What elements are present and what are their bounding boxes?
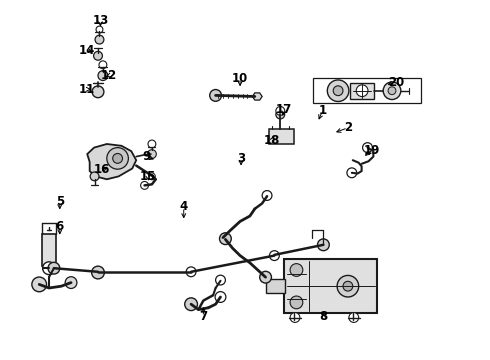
Text: 4: 4 — [180, 201, 188, 213]
Circle shape — [356, 85, 368, 96]
Circle shape — [343, 281, 353, 291]
Text: 12: 12 — [100, 69, 117, 82]
Text: 13: 13 — [92, 14, 109, 27]
Circle shape — [148, 140, 156, 148]
Circle shape — [96, 26, 103, 33]
Circle shape — [363, 143, 372, 153]
Text: 9: 9 — [142, 150, 150, 163]
Text: 7: 7 — [199, 310, 207, 323]
Circle shape — [290, 312, 300, 323]
Circle shape — [276, 107, 285, 115]
Circle shape — [262, 190, 272, 201]
Circle shape — [98, 71, 108, 81]
Circle shape — [141, 181, 148, 189]
Circle shape — [276, 110, 285, 119]
Circle shape — [186, 267, 196, 277]
Polygon shape — [87, 144, 136, 179]
Circle shape — [210, 90, 221, 101]
Circle shape — [388, 87, 396, 95]
Circle shape — [148, 173, 155, 180]
Circle shape — [48, 262, 60, 274]
Circle shape — [270, 251, 279, 261]
Circle shape — [65, 277, 77, 288]
Circle shape — [95, 35, 104, 44]
Circle shape — [32, 277, 47, 292]
Text: 3: 3 — [237, 152, 245, 165]
Text: 16: 16 — [94, 163, 110, 176]
Text: 2: 2 — [344, 121, 352, 134]
Circle shape — [92, 86, 104, 98]
Text: 15: 15 — [140, 170, 156, 183]
Circle shape — [318, 239, 329, 251]
Circle shape — [90, 172, 99, 181]
Circle shape — [383, 82, 401, 100]
Circle shape — [347, 168, 357, 178]
Text: 14: 14 — [79, 44, 96, 57]
Text: 18: 18 — [264, 134, 280, 147]
Circle shape — [185, 298, 197, 311]
Text: 6: 6 — [56, 220, 64, 233]
Circle shape — [92, 266, 104, 279]
Circle shape — [43, 262, 55, 275]
Circle shape — [260, 271, 271, 283]
Circle shape — [215, 292, 226, 302]
Circle shape — [107, 148, 128, 169]
Circle shape — [94, 51, 102, 60]
Text: 5: 5 — [56, 195, 64, 208]
Bar — [350, 83, 374, 99]
Circle shape — [147, 150, 156, 158]
Text: 10: 10 — [232, 72, 248, 85]
Text: 11: 11 — [79, 83, 96, 96]
Circle shape — [99, 61, 107, 69]
Circle shape — [349, 312, 359, 323]
Bar — [284, 259, 377, 313]
Circle shape — [220, 233, 231, 244]
Circle shape — [290, 264, 303, 276]
Polygon shape — [252, 93, 262, 100]
Bar — [266, 279, 285, 293]
Circle shape — [113, 153, 122, 163]
Bar — [42, 234, 56, 266]
Circle shape — [290, 296, 303, 309]
Circle shape — [333, 86, 343, 96]
Circle shape — [337, 275, 359, 297]
Text: 19: 19 — [363, 144, 380, 157]
Text: 1: 1 — [318, 104, 326, 117]
Bar — [269, 129, 294, 144]
Circle shape — [216, 275, 225, 285]
Text: 17: 17 — [276, 103, 293, 116]
Circle shape — [327, 80, 349, 102]
Polygon shape — [313, 78, 421, 103]
Text: 20: 20 — [388, 76, 404, 89]
Text: 8: 8 — [319, 310, 327, 323]
